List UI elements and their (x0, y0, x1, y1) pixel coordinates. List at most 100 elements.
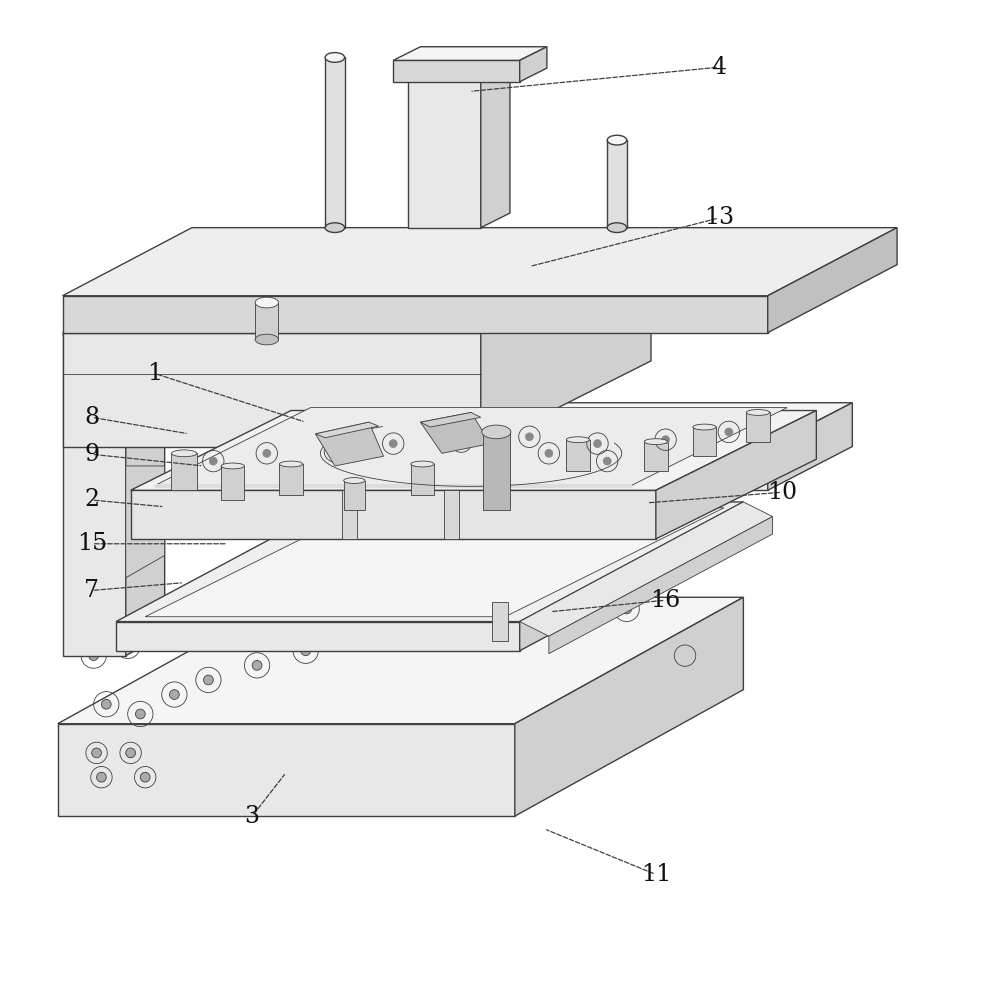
Circle shape (170, 690, 180, 699)
Polygon shape (63, 333, 481, 447)
Text: 2: 2 (84, 488, 99, 512)
Polygon shape (768, 228, 897, 333)
Ellipse shape (747, 410, 770, 415)
Circle shape (263, 449, 271, 457)
Polygon shape (515, 597, 744, 816)
Polygon shape (443, 490, 459, 539)
Text: 9: 9 (84, 443, 99, 466)
Ellipse shape (607, 223, 627, 233)
Text: 16: 16 (650, 589, 681, 612)
Polygon shape (325, 57, 344, 228)
Circle shape (457, 438, 465, 446)
Polygon shape (548, 517, 773, 654)
Polygon shape (408, 67, 481, 228)
Polygon shape (421, 412, 490, 453)
Circle shape (545, 449, 552, 457)
Polygon shape (607, 140, 627, 228)
Circle shape (123, 641, 132, 651)
Ellipse shape (221, 463, 244, 469)
Polygon shape (221, 466, 244, 500)
Ellipse shape (607, 135, 627, 145)
Polygon shape (481, 447, 768, 490)
Polygon shape (280, 464, 303, 495)
Circle shape (135, 709, 145, 719)
Polygon shape (481, 53, 510, 228)
Polygon shape (155, 408, 787, 485)
Polygon shape (393, 60, 520, 82)
Polygon shape (63, 296, 768, 333)
Polygon shape (481, 247, 651, 447)
Circle shape (725, 428, 733, 436)
Text: 4: 4 (711, 56, 727, 79)
Ellipse shape (172, 450, 197, 457)
Polygon shape (656, 411, 816, 539)
Polygon shape (58, 597, 744, 724)
Polygon shape (255, 303, 279, 340)
Text: 1: 1 (147, 362, 163, 385)
Ellipse shape (343, 478, 365, 483)
Polygon shape (155, 484, 632, 488)
Circle shape (331, 447, 338, 455)
Polygon shape (481, 403, 852, 447)
Ellipse shape (280, 461, 303, 467)
Polygon shape (520, 47, 547, 82)
Ellipse shape (485, 444, 506, 449)
Polygon shape (63, 247, 651, 333)
Circle shape (603, 457, 611, 465)
Polygon shape (130, 490, 656, 539)
Polygon shape (411, 464, 434, 495)
Circle shape (140, 772, 150, 782)
Polygon shape (768, 403, 852, 490)
Polygon shape (116, 502, 744, 622)
Circle shape (89, 651, 98, 660)
Polygon shape (483, 432, 510, 510)
Circle shape (359, 631, 369, 641)
Circle shape (622, 604, 632, 614)
Circle shape (526, 433, 534, 441)
Text: 10: 10 (767, 481, 798, 504)
Text: 7: 7 (84, 579, 99, 602)
Ellipse shape (693, 424, 716, 430)
Polygon shape (693, 427, 716, 456)
Polygon shape (82, 249, 632, 329)
Polygon shape (343, 481, 365, 510)
Polygon shape (130, 411, 816, 490)
Circle shape (96, 772, 106, 782)
Ellipse shape (255, 297, 279, 308)
Polygon shape (520, 502, 773, 636)
Polygon shape (58, 724, 515, 816)
Circle shape (594, 440, 601, 447)
Circle shape (252, 660, 262, 670)
Polygon shape (421, 412, 481, 427)
Polygon shape (116, 622, 520, 651)
Circle shape (91, 748, 101, 758)
Ellipse shape (255, 334, 279, 345)
Ellipse shape (325, 223, 344, 233)
Circle shape (209, 457, 217, 465)
Polygon shape (63, 228, 897, 296)
Polygon shape (645, 442, 667, 471)
Circle shape (204, 675, 213, 685)
Text: 3: 3 (244, 805, 260, 828)
Ellipse shape (411, 461, 434, 467)
Polygon shape (172, 453, 197, 490)
Circle shape (301, 646, 311, 656)
Polygon shape (341, 490, 357, 539)
Text: 8: 8 (84, 406, 99, 429)
Polygon shape (485, 447, 506, 505)
Polygon shape (747, 412, 770, 442)
Circle shape (101, 699, 111, 709)
Ellipse shape (482, 425, 511, 439)
Polygon shape (126, 466, 165, 578)
Polygon shape (126, 313, 165, 656)
Text: 15: 15 (77, 532, 107, 555)
Ellipse shape (566, 437, 590, 443)
Polygon shape (566, 440, 590, 471)
Polygon shape (63, 313, 165, 335)
Polygon shape (145, 508, 724, 617)
Circle shape (126, 748, 135, 758)
Circle shape (662, 436, 669, 444)
Text: 11: 11 (641, 863, 671, 886)
Polygon shape (316, 422, 379, 438)
Circle shape (515, 617, 525, 626)
